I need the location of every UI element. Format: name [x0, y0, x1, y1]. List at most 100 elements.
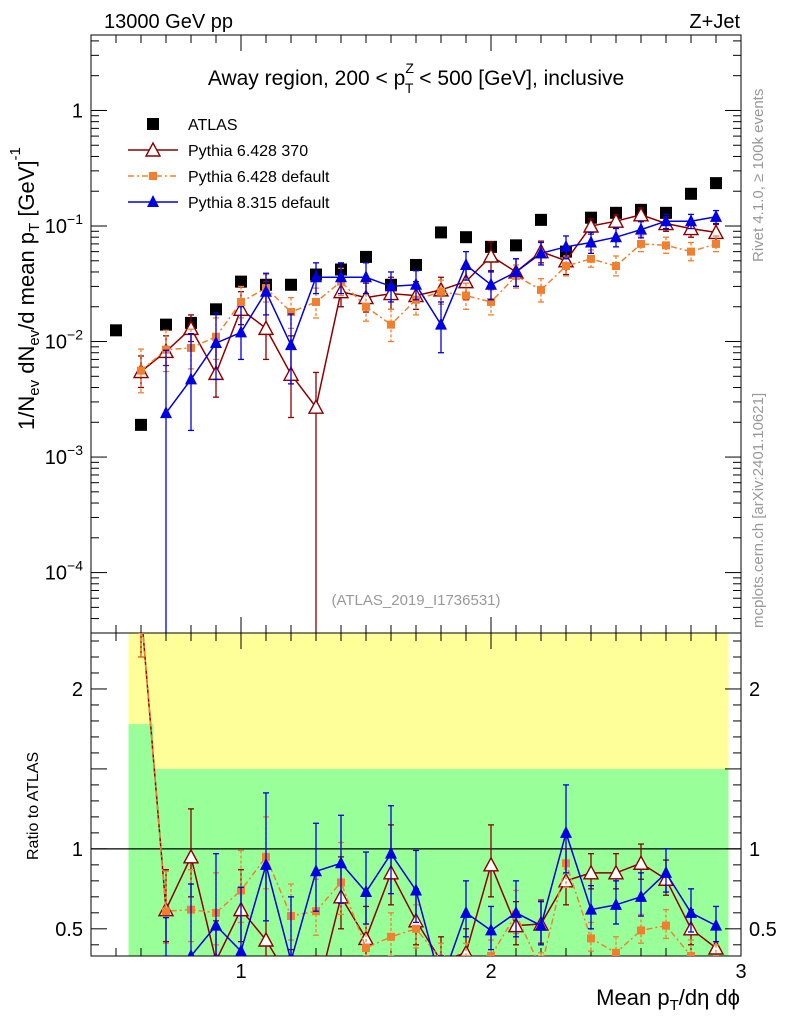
ratio-xtick-label: 3: [735, 961, 746, 983]
ratio-series-point: [387, 932, 395, 941]
main-plot-area: [110, 177, 725, 633]
series-point: [712, 239, 720, 248]
atlas-point: [160, 318, 172, 331]
ratio-series-point: [710, 918, 722, 931]
ratio-series-point: [410, 883, 422, 896]
atlas-point: [435, 226, 447, 239]
ratio-series-point: [535, 918, 547, 931]
ratio-ytick-label-right: 2: [749, 679, 760, 701]
main-ytick-label: 10−1: [45, 211, 83, 238]
series-point: [482, 247, 500, 263]
ratio-series-point: [462, 955, 470, 956]
header-right-label: Z+Jet: [689, 11, 740, 33]
band-inner-bin: [428, 768, 454, 956]
series-point: [237, 297, 245, 306]
ratio-xlabel: Mean pT/dη dϕ: [596, 985, 740, 1014]
series-point: [137, 366, 145, 375]
ratio-series-point: [284, 975, 298, 988]
main-panel: 1 10−1 10−2 10−3 10−4 1/Nev dNev/d mean pT [G…: [7, 34, 742, 634]
atlas-point: [710, 177, 722, 190]
legend-marker: [147, 195, 159, 207]
ratio-series-point: [412, 924, 420, 933]
ratio-series-point: [182, 848, 200, 864]
ratio-series-point: [162, 907, 170, 916]
ratio-series-point: [685, 905, 697, 918]
ratio-series-point: [257, 931, 275, 947]
main-ytick-label: 1: [72, 100, 83, 122]
series-point: [360, 270, 372, 283]
series-point: [185, 372, 197, 385]
atlas-point: [285, 278, 297, 291]
atlas-point: [535, 213, 547, 226]
series-point: [562, 262, 570, 271]
ratio-series-point: [487, 952, 495, 956]
ratio-series-point: [260, 857, 272, 870]
series-point: [660, 214, 672, 227]
atlas-point: [660, 206, 672, 219]
ratio-bands: [128, 633, 729, 956]
series-point: [410, 277, 422, 290]
series-point: [587, 254, 595, 263]
watermark: (ATLAS_2019_I1736531): [331, 592, 500, 609]
ratio-series-point: [210, 918, 222, 931]
ratio-series-point: [134, 602, 148, 615]
ratio-series-point: [360, 885, 372, 898]
series-point: [632, 206, 650, 222]
ratio-series-point: [235, 944, 247, 956]
ratio-series-point: [289, 953, 293, 956]
ratio-series-line: [142, 633, 695, 956]
series-point: [710, 209, 722, 222]
series-point: [435, 317, 447, 330]
ratio-series-point: [537, 965, 545, 973]
ratio-xtick-label: 2: [485, 961, 496, 983]
ratio-series-point: [510, 905, 522, 918]
series-point: [560, 239, 572, 252]
ratio-series-point: [637, 926, 645, 935]
side-label-mcplots: mcplots.cern.ch [arXiv:2401.10621]: [750, 393, 767, 628]
series-line: [140, 243, 717, 372]
series-point: [307, 398, 325, 414]
ratio-series-point: [187, 949, 195, 956]
legend-marker: [144, 141, 162, 157]
main-ytick-label: 10−4: [45, 558, 83, 585]
ratio-ytick-label: 0.5: [55, 919, 83, 941]
atlas-point: [685, 187, 697, 200]
ratio-series-point: [582, 864, 600, 880]
series-point: [607, 212, 625, 228]
series-point: [685, 214, 697, 227]
series-point: [310, 270, 322, 283]
ratio-series-point: [612, 948, 620, 956]
series-point: [460, 257, 472, 270]
ratio-series-point: [635, 889, 647, 902]
legend-label: Pythia 6.428 370: [188, 143, 308, 160]
series-point: [485, 277, 497, 290]
legend-label: ATLAS: [188, 117, 238, 134]
series-point: [285, 338, 297, 351]
ratio-panel: 0.5 0.5 1 1 2 2 1 2 3 Ratio to ATLAS Mean pT/dη dϕ: [25, 602, 777, 1014]
ratio-series-point: [607, 864, 625, 880]
ratio-series-point: [309, 991, 323, 1004]
series-point: [210, 336, 222, 349]
ratio-series-point: [712, 957, 720, 965]
series-point: [585, 235, 597, 248]
legend-marker: [147, 118, 159, 130]
series-point: [387, 320, 395, 329]
series-point: [487, 297, 495, 306]
ratio-ytick-label-right: 0.5: [749, 919, 777, 941]
series-point: [457, 273, 475, 289]
main-ytick-label: 10−3: [45, 442, 83, 469]
ratio-series-point: [587, 934, 595, 943]
atlas-point: [360, 250, 372, 263]
series-point: [287, 308, 295, 317]
series-point: [610, 230, 622, 243]
series-point: [257, 319, 275, 336]
series-point: [535, 246, 547, 259]
atlas-point: [110, 324, 122, 337]
series-point: [437, 287, 445, 296]
series-point: [362, 302, 370, 311]
legend-label: Pythia 6.428 default: [188, 169, 330, 186]
ratio-ytick-label-right: 1: [749, 839, 760, 861]
ratio-series-point: [662, 921, 670, 930]
